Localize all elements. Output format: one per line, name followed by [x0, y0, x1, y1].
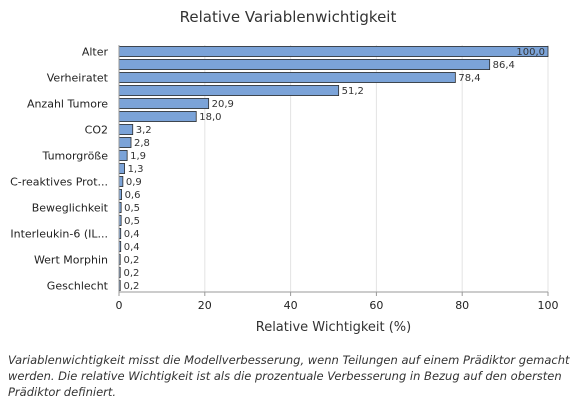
- bar-value-label: 0,5: [124, 203, 140, 214]
- bar: [118, 163, 125, 174]
- x-tick-label: 80: [455, 299, 469, 312]
- bar-value-label: 20,9: [212, 99, 234, 110]
- bar-value-label: 3,2: [136, 125, 152, 136]
- chart-title: Relative Variablenwichtigkeit: [180, 8, 397, 26]
- bar-value-label: 100,0: [516, 47, 545, 58]
- bar-value-label: 18,0: [199, 112, 221, 123]
- category-label: Verheiratet: [47, 72, 109, 85]
- bar: [118, 59, 491, 70]
- bar-value-label: 1,3: [128, 164, 144, 175]
- category-label: Wert Morphin: [34, 254, 108, 267]
- bar-value-label: 78,4: [458, 73, 480, 84]
- bar-value-label: 0,4: [124, 229, 140, 240]
- bar-value-label: 2,8: [134, 138, 150, 149]
- x-tick-label: 40: [284, 299, 298, 312]
- bar-value-label: 0,2: [124, 268, 140, 279]
- x-tick-label: 0: [116, 299, 123, 312]
- bar: [118, 111, 197, 122]
- bar: [118, 85, 340, 96]
- bar: [118, 150, 128, 161]
- category-label: Interleukin-6 (IL...: [10, 228, 108, 241]
- category-label: Beweglichkeit: [32, 202, 109, 215]
- bar: [118, 137, 132, 148]
- bar-value-label: 0,9: [126, 177, 142, 188]
- x-tick-label: 60: [369, 299, 383, 312]
- x-axis-ticks: 0 20 40 60 80 100: [116, 292, 559, 312]
- x-tick-label: 20: [198, 299, 212, 312]
- bar: [118, 46, 549, 57]
- x-axis-title: Relative Wichtigkeit (%): [256, 320, 412, 335]
- category-label: Anzahl Tumore: [27, 98, 108, 111]
- value-labels: 100,086,4 78,4 51,2 20,9 18,0 3,2 2,8 1,9 1,3 0,9…: [124, 47, 546, 292]
- bar: [118, 124, 134, 135]
- bar-value-label: 1,9: [130, 151, 146, 162]
- category-label: Geschlecht: [47, 280, 109, 293]
- bar: [118, 176, 124, 187]
- bar: [118, 72, 456, 83]
- bar-value-label: 86,4: [493, 60, 515, 71]
- bar-value-label: 0,2: [124, 281, 140, 292]
- x-tick-label: 100: [538, 299, 559, 312]
- category-label: Alter: [82, 46, 109, 59]
- bar-value-label: 0,2: [124, 255, 140, 266]
- category-label: C-reaktives Prot...: [10, 176, 108, 189]
- category-label: Tumorgröße: [42, 150, 109, 163]
- bar-value-label: 51,2: [342, 86, 364, 97]
- bar: [118, 98, 210, 109]
- bars: [118, 46, 549, 291]
- chart-caption: Variablenwichtigkeit misst die Modellver…: [8, 353, 570, 399]
- category-labels: Alter Verheiratet Anzahl Tumore CO2 Tumorgrö…: [10, 46, 109, 293]
- bar-value-label: 0,4: [124, 242, 140, 253]
- importance-chart: Relative Variablenwichtigkeit Alter Verhe…: [10, 8, 559, 335]
- bar-value-label: 0,5: [124, 216, 140, 227]
- category-label: CO2: [85, 124, 108, 137]
- bar-value-label: 0,6: [125, 190, 141, 201]
